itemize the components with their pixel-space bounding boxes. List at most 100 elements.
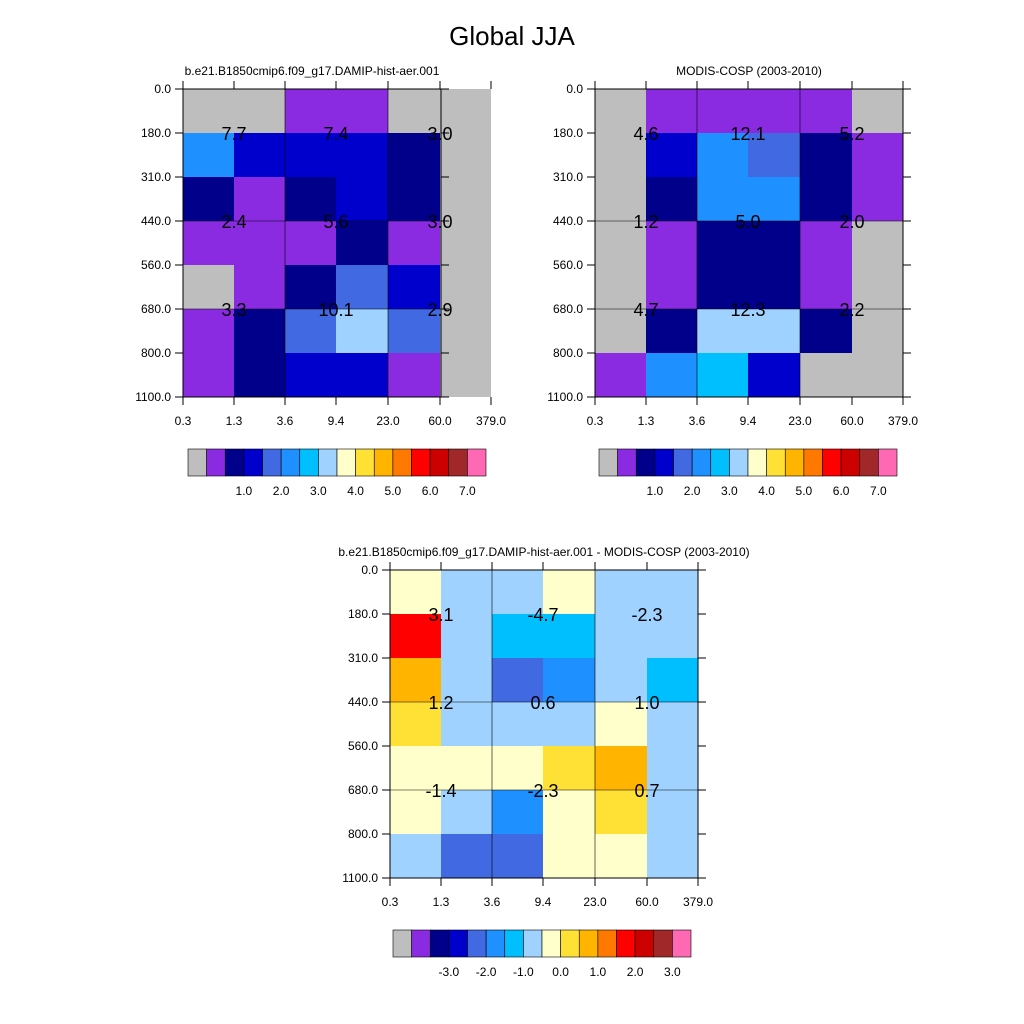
colorbar: -3.0 -2.0 -1.0 0.0 1.0 2.0 3.0: [392, 929, 692, 979]
heatmap-cell: [646, 221, 697, 265]
heatmap-cell: [595, 834, 647, 878]
heatmap-cell: [595, 353, 646, 397]
colorbar-box: [262, 448, 282, 477]
heatmap-panel-3: b.e21.B1850cmip6.f09_g17.DAMIP-hist-aer.…: [338, 545, 749, 979]
heatmap-cell: [336, 221, 388, 265]
heatmap-cell: [336, 309, 388, 353]
heatmap-cell: [440, 177, 491, 221]
colorbar-label: 7.0: [459, 484, 476, 498]
data-label: 2.0: [839, 212, 864, 232]
colorbar-box: [392, 448, 412, 477]
heatmap-cell: [441, 658, 492, 702]
heatmap-cell: [441, 746, 492, 790]
heatmap-cell: [595, 746, 647, 790]
heatmap-cell: [285, 265, 336, 309]
data-label: 3.0: [427, 212, 452, 232]
colorbar-box: [766, 448, 786, 477]
heatmap-cell: [440, 353, 491, 397]
colorbar-box: [429, 929, 450, 958]
colorbar-box: [429, 448, 450, 477]
colorbar-label: 2.0: [273, 484, 290, 498]
y-tick-label: 680.0: [553, 302, 583, 316]
colorbar-label: 2.0: [627, 965, 644, 979]
heatmap-cell: [543, 834, 595, 878]
colorbar-label: -3.0: [439, 965, 460, 979]
x-tick-label: 1.3: [226, 414, 243, 428]
colorbar-label: -1.0: [513, 965, 534, 979]
heatmap-cell: [388, 89, 440, 133]
heatmap-cell: [441, 614, 492, 658]
heatmap-cell: [388, 309, 440, 353]
data-label: 1.0: [634, 693, 659, 713]
x-tick-label: 9.4: [328, 414, 345, 428]
colorbar-label: 4.0: [758, 484, 775, 498]
heatmap-cell: [388, 133, 440, 177]
colorbar: 1.0 2.0 3.0 4.0 5.0 6.0 7.0: [187, 448, 487, 498]
colorbar-label: 5.0: [796, 484, 813, 498]
heatmap-cell: [852, 221, 903, 265]
colorbar-box: [243, 448, 263, 477]
heatmap-cell: [492, 614, 543, 658]
y-tick-label: 180.0: [553, 126, 583, 140]
colorbar-box: [206, 448, 226, 477]
data-label: -2.3: [631, 605, 662, 625]
heatmap-cell: [697, 353, 748, 397]
data-label: 1.2: [428, 693, 453, 713]
heatmap-cell: [390, 790, 441, 834]
heatmap-cell: [441, 570, 492, 614]
y-tick-label: 1100.0: [135, 390, 171, 404]
colorbar-box: [822, 448, 842, 477]
heatmap-cell: [390, 570, 441, 614]
heatmap-cell: [543, 570, 595, 614]
heatmap-cell: [183, 265, 234, 309]
colorbar-box: [411, 929, 431, 958]
data-label: 2.2: [839, 300, 864, 320]
y-tick-label: 560.0: [553, 258, 583, 272]
colorbar-box: [597, 929, 617, 958]
heatmap-cell: [440, 309, 491, 353]
colorbar-box: [878, 448, 898, 477]
data-label: 7.4: [323, 124, 348, 144]
heatmap-cell: [440, 265, 491, 309]
heatmap-cell: [800, 265, 852, 309]
heatmap-cell: [595, 658, 647, 702]
colorbar-box: [784, 448, 805, 477]
heatmap-panel-1: b.e21.B1850cmip6.f09_g17.DAMIP-hist-aer.…: [135, 64, 506, 498]
heatmap-cell: [748, 133, 800, 177]
y-tick-label: 560.0: [141, 258, 171, 272]
y-tick-label: 1100.0: [342, 871, 378, 885]
colorbar-label: 3.0: [664, 965, 681, 979]
x-tick-label: 3.6: [277, 414, 294, 428]
heatmap-cell: [336, 89, 388, 133]
colorbar-box: [355, 448, 375, 477]
colorbar-box: [803, 448, 823, 477]
data-label: 0.6: [530, 693, 555, 713]
heatmap-cell: [183, 89, 234, 133]
heatmap-cell: [440, 89, 491, 133]
heatmap-cell: [390, 614, 441, 658]
y-tick-label: 800.0: [553, 346, 583, 360]
x-tick-label: 0.3: [175, 414, 192, 428]
heatmap-cell: [285, 221, 336, 265]
colorbar-box: [187, 448, 207, 477]
heatmap-cell: [234, 133, 285, 177]
data-label: 12.1: [730, 124, 765, 144]
heatmap-cell: [234, 353, 285, 397]
y-tick-label: 440.0: [553, 214, 583, 228]
colorbar-box: [653, 929, 673, 958]
heatmap-cell: [390, 702, 441, 746]
data-label: 10.1: [318, 300, 353, 320]
colorbar-label: 6.0: [422, 484, 439, 498]
colorbar-box: [467, 448, 487, 477]
x-tick-label: 379.0: [888, 414, 918, 428]
heatmap-cell: [595, 221, 646, 265]
data-label: 2.9: [427, 300, 452, 320]
heatmap-cell: [647, 614, 698, 658]
x-tick-label: 23.0: [583, 895, 607, 909]
heatmap-cell: [183, 309, 234, 353]
heatmap-cell: [595, 265, 646, 309]
colorbar-label: -2.0: [476, 965, 497, 979]
heatmap-cell: [285, 133, 336, 177]
heatmap-cell: [748, 177, 800, 221]
